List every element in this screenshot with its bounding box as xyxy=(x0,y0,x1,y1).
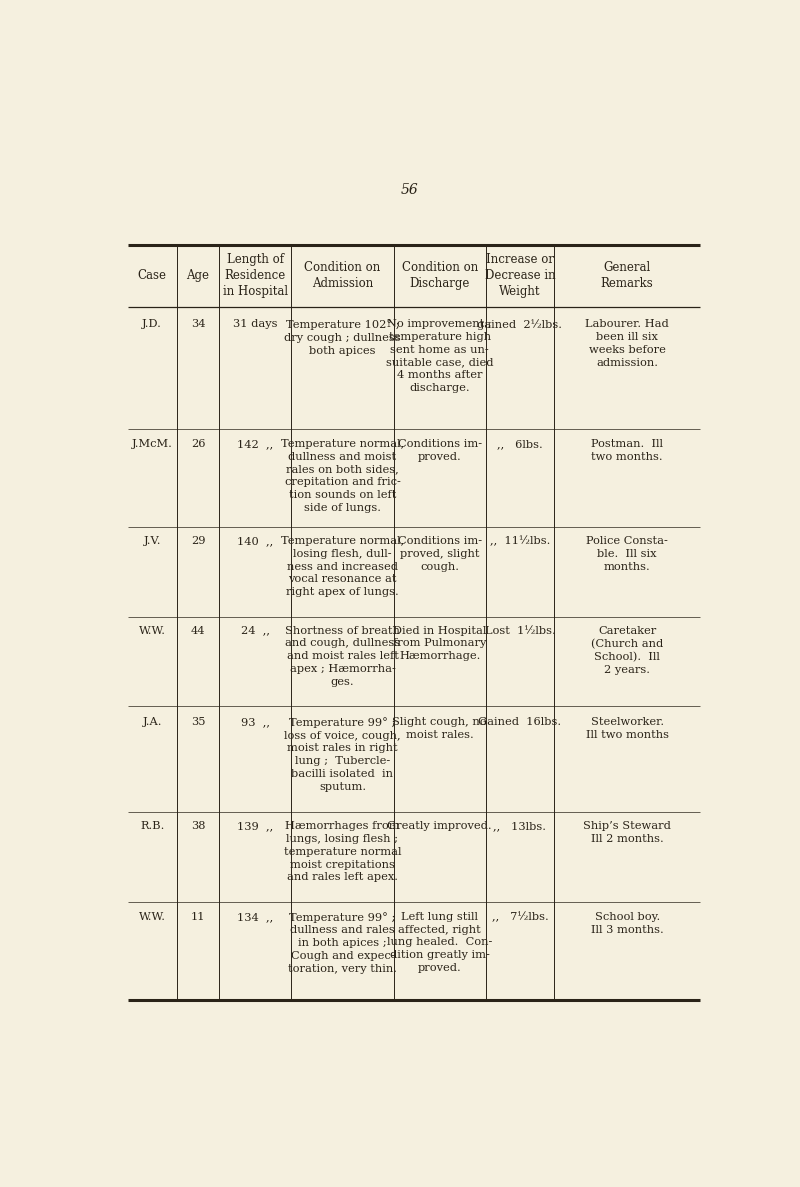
Text: 29: 29 xyxy=(190,537,206,546)
Text: 31 days: 31 days xyxy=(233,319,278,329)
Text: ,,   7½lbs.: ,, 7½lbs. xyxy=(491,912,548,922)
Text: 34: 34 xyxy=(190,319,206,329)
Text: 56: 56 xyxy=(401,183,419,197)
Text: 11: 11 xyxy=(190,912,206,922)
Text: 140  ,,: 140 ,, xyxy=(237,537,274,546)
Text: W.W.: W.W. xyxy=(138,626,166,636)
Text: Died in Hospital
from Pulmonary
Hæmorrhage.: Died in Hospital from Pulmonary Hæmorrha… xyxy=(393,626,486,661)
Text: W.W.: W.W. xyxy=(138,912,166,922)
Text: Temperature 99° ;
loss of voice, cough,
moist rales in right
lung ;  Tubercle-
b: Temperature 99° ; loss of voice, cough, … xyxy=(284,717,401,792)
Text: Length of
Residence
in Hospital: Length of Residence in Hospital xyxy=(222,253,288,298)
Text: Temperature 99° ;
dullness and rales
in both apices ;
Cough and expec-
toration,: Temperature 99° ; dullness and rales in … xyxy=(288,912,397,973)
Text: 38: 38 xyxy=(190,821,206,831)
Text: J.D.: J.D. xyxy=(142,319,162,329)
Text: No improvement ;
temperature high
sent home as un-
suitable case, died
4 months : No improvement ; temperature high sent h… xyxy=(386,319,494,393)
Text: J.McM.: J.McM. xyxy=(132,439,173,449)
Text: Temperature normal,
dullness and moist
rales on both sides,
crepitation and fric: Temperature normal, dullness and moist r… xyxy=(281,439,404,513)
Text: Case: Case xyxy=(138,269,166,283)
Text: 139  ,,: 139 ,, xyxy=(237,821,274,831)
Text: 35: 35 xyxy=(190,717,206,726)
Text: General
Remarks: General Remarks xyxy=(601,261,654,291)
Text: Ship’s Steward
Ill 2 months.: Ship’s Steward Ill 2 months. xyxy=(583,821,671,844)
Text: Greatly improved.: Greatly improved. xyxy=(387,821,492,831)
Text: Postman.  Ill
two months.: Postman. Ill two months. xyxy=(591,439,663,462)
Text: Caretaker
(Church and
School).  Ill
2 years.: Caretaker (Church and School). Ill 2 yea… xyxy=(591,626,663,675)
Text: Age: Age xyxy=(186,269,210,283)
Text: 24  ,,: 24 ,, xyxy=(241,626,270,636)
Text: 134  ,,: 134 ,, xyxy=(237,912,274,922)
Text: Hæmorrhages from
lungs, losing flesh ;
temperature normal
moist crepitations
and: Hæmorrhages from lungs, losing flesh ; t… xyxy=(284,821,402,882)
Text: 93  ,,: 93 ,, xyxy=(241,717,270,726)
Text: ,,  11½lbs.: ,, 11½lbs. xyxy=(490,537,550,546)
Text: Labourer. Had
been ill six
weeks before
admission.: Labourer. Had been ill six weeks before … xyxy=(586,319,669,368)
Text: Lost  1½lbs.: Lost 1½lbs. xyxy=(485,626,555,636)
Text: Gained  16lbs.: Gained 16lbs. xyxy=(478,717,562,726)
Text: Temperature 102° ;
dry cough ; dullness
both apices: Temperature 102° ; dry cough ; dullness … xyxy=(284,319,401,356)
Text: 142  ,,: 142 ,, xyxy=(237,439,274,449)
Text: Increase or
Decrease in
Weight: Increase or Decrease in Weight xyxy=(485,253,555,298)
Text: Slight cough, no
moist rales.: Slight cough, no moist rales. xyxy=(393,717,487,740)
Text: 44: 44 xyxy=(190,626,206,636)
Text: Left lung still
affected, right
lung healed.  Con-
dition greatly im-
proved.: Left lung still affected, right lung hea… xyxy=(387,912,493,973)
Text: Steelworker.
Ill two months: Steelworker. Ill two months xyxy=(586,717,669,740)
Text: gained  2½lbs.: gained 2½lbs. xyxy=(478,319,562,330)
Text: Police Consta-
ble.  Ill six
months.: Police Consta- ble. Ill six months. xyxy=(586,537,668,572)
Text: Temperature normal,
losing flesh, dull-
ness and increased
vocal resonance at
ri: Temperature normal, losing flesh, dull- … xyxy=(281,537,404,597)
Text: J.A.: J.A. xyxy=(142,717,162,726)
Text: Shortness of breath
and cough, dullness
and moist rales left
apex ; Hæmorrha-
ge: Shortness of breath and cough, dullness … xyxy=(285,626,400,687)
Text: J.V.: J.V. xyxy=(143,537,161,546)
Text: ,,   6lbs.: ,, 6lbs. xyxy=(497,439,542,449)
Text: Conditions im-
proved.: Conditions im- proved. xyxy=(398,439,482,462)
Text: R.B.: R.B. xyxy=(140,821,165,831)
Text: 26: 26 xyxy=(190,439,206,449)
Text: Condition on
Admission: Condition on Admission xyxy=(304,261,381,291)
Text: Condition on
Discharge: Condition on Discharge xyxy=(402,261,478,291)
Text: School boy.
Ill 3 months.: School boy. Ill 3 months. xyxy=(591,912,663,934)
Text: ,,   13lbs.: ,, 13lbs. xyxy=(494,821,546,831)
Text: Conditions im-
proved, slight
cough.: Conditions im- proved, slight cough. xyxy=(398,537,482,572)
